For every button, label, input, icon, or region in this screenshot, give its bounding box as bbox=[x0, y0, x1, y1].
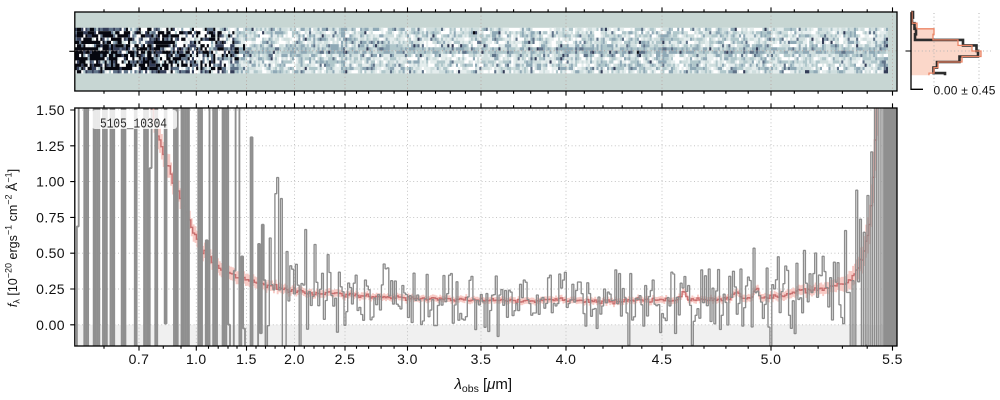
svg-text:1.25: 1.25 bbox=[36, 138, 65, 154]
svg-text:0.7: 0.7 bbox=[129, 351, 150, 367]
svg-text:0.00 ± 0.45: 0.00 ± 0.45 bbox=[934, 84, 996, 98]
svg-text:1.0: 1.0 bbox=[186, 351, 207, 367]
svg-text:1.50: 1.50 bbox=[36, 102, 65, 118]
svg-text:4.5: 4.5 bbox=[652, 351, 673, 367]
svg-text:5.0: 5.0 bbox=[761, 351, 782, 367]
svg-text:5105_10304: 5105_10304 bbox=[100, 117, 167, 133]
svg-text:2.5: 2.5 bbox=[335, 351, 356, 367]
svg-text:fλ [10−20 ergs−1 cm−2 Å−1]: fλ [10−20 ergs−1 cm−2 Å−1] bbox=[4, 169, 22, 307]
svg-text:1.5: 1.5 bbox=[236, 351, 257, 367]
svg-text:0.25: 0.25 bbox=[36, 281, 65, 297]
svg-text:1.00: 1.00 bbox=[36, 174, 65, 190]
svg-text:λobs [μm]: λobs [μm] bbox=[454, 376, 513, 395]
svg-text:3.0: 3.0 bbox=[397, 351, 418, 367]
svg-text:4.0: 4.0 bbox=[556, 351, 577, 367]
svg-text:2.0: 2.0 bbox=[284, 351, 305, 367]
svg-text:0.50: 0.50 bbox=[36, 245, 65, 261]
svg-text:5.5: 5.5 bbox=[882, 351, 903, 367]
svg-text:3.5: 3.5 bbox=[471, 351, 492, 367]
svg-text:0.75: 0.75 bbox=[36, 209, 65, 225]
svg-text:0.00: 0.00 bbox=[36, 317, 65, 333]
